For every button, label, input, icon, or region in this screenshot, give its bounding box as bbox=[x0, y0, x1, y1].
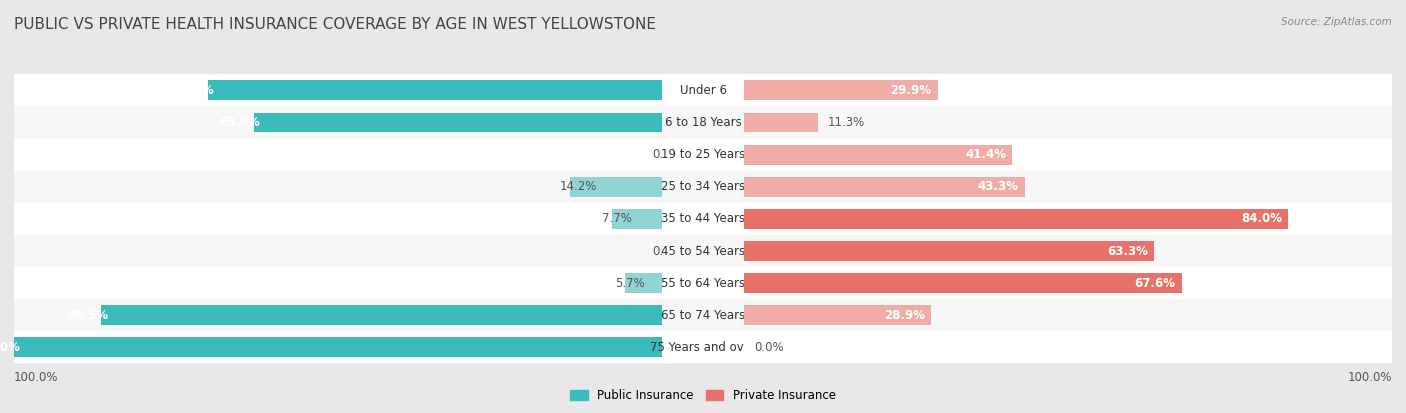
Text: 14.2%: 14.2% bbox=[560, 180, 598, 193]
Text: 84.0%: 84.0% bbox=[1241, 212, 1282, 225]
Text: 65 to 74 Years: 65 to 74 Years bbox=[661, 309, 745, 322]
Text: 75 Years and over: 75 Years and over bbox=[650, 341, 756, 354]
Text: 41.4%: 41.4% bbox=[965, 148, 1005, 161]
Text: 100.0%: 100.0% bbox=[0, 341, 21, 354]
Bar bbox=[208, 81, 662, 100]
Bar bbox=[744, 305, 932, 325]
Bar bbox=[14, 299, 662, 331]
Bar bbox=[744, 299, 1392, 331]
Text: 70.1%: 70.1% bbox=[173, 84, 214, 97]
Bar bbox=[744, 241, 1154, 261]
Bar bbox=[744, 74, 1392, 107]
Bar bbox=[744, 331, 1392, 363]
Bar bbox=[14, 74, 662, 107]
Bar bbox=[744, 107, 1392, 139]
Text: 19 to 25 Years: 19 to 25 Years bbox=[661, 148, 745, 161]
Text: 55 to 64 Years: 55 to 64 Years bbox=[661, 277, 745, 290]
Bar bbox=[662, 171, 744, 203]
Bar bbox=[744, 139, 1392, 171]
Bar bbox=[662, 331, 744, 363]
Text: 100.0%: 100.0% bbox=[1347, 371, 1392, 384]
Bar bbox=[14, 139, 662, 171]
Bar bbox=[624, 273, 662, 293]
Bar bbox=[14, 331, 662, 363]
Text: Source: ZipAtlas.com: Source: ZipAtlas.com bbox=[1281, 17, 1392, 26]
Bar bbox=[662, 235, 744, 267]
Text: 6 to 18 Years: 6 to 18 Years bbox=[665, 116, 741, 129]
Bar bbox=[662, 203, 744, 235]
Bar bbox=[101, 305, 662, 325]
Bar bbox=[14, 171, 662, 203]
Bar bbox=[14, 107, 662, 139]
Bar bbox=[744, 209, 1288, 229]
Text: 25 to 34 Years: 25 to 34 Years bbox=[661, 180, 745, 193]
Text: 5.7%: 5.7% bbox=[614, 277, 645, 290]
Text: 67.6%: 67.6% bbox=[1135, 277, 1175, 290]
Text: 100.0%: 100.0% bbox=[14, 371, 59, 384]
Bar bbox=[662, 299, 744, 331]
Bar bbox=[744, 235, 1392, 267]
Bar bbox=[662, 107, 744, 139]
Bar bbox=[744, 81, 938, 100]
Bar bbox=[744, 171, 1392, 203]
Bar bbox=[14, 235, 662, 267]
Text: 45 to 54 Years: 45 to 54 Years bbox=[661, 244, 745, 258]
Bar bbox=[14, 267, 662, 299]
Bar bbox=[744, 113, 817, 133]
Bar bbox=[253, 113, 662, 133]
Bar bbox=[14, 337, 662, 357]
Bar bbox=[744, 177, 1025, 197]
Bar bbox=[662, 267, 744, 299]
Text: 63.0%: 63.0% bbox=[219, 116, 260, 129]
Bar bbox=[744, 267, 1392, 299]
Text: 29.9%: 29.9% bbox=[890, 84, 932, 97]
Bar bbox=[569, 177, 662, 197]
Text: 0.0%: 0.0% bbox=[652, 244, 682, 258]
Bar bbox=[744, 273, 1182, 293]
Bar bbox=[744, 145, 1012, 165]
Text: 35 to 44 Years: 35 to 44 Years bbox=[661, 212, 745, 225]
Text: 43.3%: 43.3% bbox=[977, 180, 1018, 193]
Text: Under 6: Under 6 bbox=[679, 84, 727, 97]
Bar bbox=[744, 203, 1392, 235]
Bar bbox=[662, 139, 744, 171]
Bar bbox=[662, 74, 744, 107]
Text: 63.3%: 63.3% bbox=[1107, 244, 1147, 258]
Text: 11.3%: 11.3% bbox=[827, 116, 865, 129]
Text: 7.7%: 7.7% bbox=[602, 212, 631, 225]
Bar bbox=[612, 209, 662, 229]
Text: 0.0%: 0.0% bbox=[754, 341, 783, 354]
Text: PUBLIC VS PRIVATE HEALTH INSURANCE COVERAGE BY AGE IN WEST YELLOWSTONE: PUBLIC VS PRIVATE HEALTH INSURANCE COVER… bbox=[14, 17, 657, 31]
Bar bbox=[14, 203, 662, 235]
Text: 86.5%: 86.5% bbox=[67, 309, 108, 322]
Text: 0.0%: 0.0% bbox=[652, 148, 682, 161]
Legend: Public Insurance, Private Insurance: Public Insurance, Private Insurance bbox=[565, 385, 841, 407]
Text: 28.9%: 28.9% bbox=[884, 309, 925, 322]
